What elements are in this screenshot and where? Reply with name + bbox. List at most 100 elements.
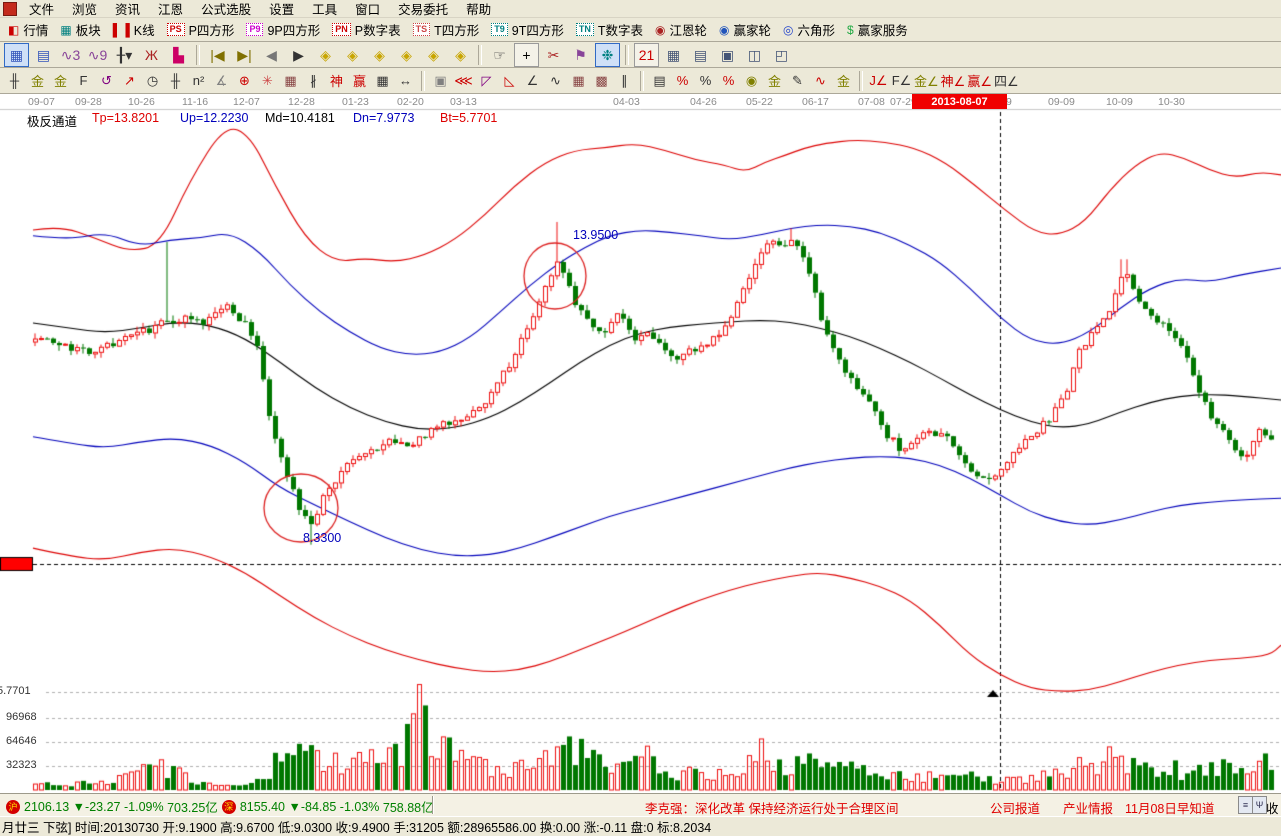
drag-hand-icon[interactable]: ☞ [493,46,506,63]
f-angle-tool[interactable]: F∠ [891,72,912,88]
si-angle-tool[interactable]: 四∠ [993,74,1019,89]
pen-measure-tool[interactable]: ✎ [792,72,803,88]
menu-formula-picker[interactable]: 公式选股 [201,3,252,17]
rocket-tool[interactable]: ↗ [124,72,135,88]
percent-retrace-tool[interactable]: % [676,73,689,88]
crosshair-icon[interactable]: + [514,42,539,67]
parallel-lines-tool[interactable]: ∥ [621,72,628,88]
ying-angle-tool[interactable]: 赢∠ [967,74,992,89]
news-headline[interactable]: 李克强：深化改革 保持经济运行处于合理区间 [645,802,899,816]
menu-file[interactable]: 文件 [29,3,55,17]
zoom-in-icon[interactable]: ◈ [428,46,439,63]
box-handles-tool[interactable]: ▣ [434,72,447,88]
comb-ruler-tool[interactable]: ╫ [9,73,20,88]
percent-tool[interactable]: % [699,73,712,88]
grid-123-tool[interactable]: ▦ [376,72,389,88]
menu-browse[interactable]: 浏览 [72,3,98,17]
btn-9p-square[interactable]: P9 9P四方形 [240,18,326,41]
grid-target-tool[interactable]: ▦ [284,72,297,88]
calendar-icon[interactable]: 21 [634,42,659,67]
price-ruler-tool[interactable]: ▤ [653,72,666,88]
pc-search-icon[interactable]: ◫ [747,46,762,63]
k-pattern-icon[interactable]: Ж [145,46,158,63]
pc-user-icon[interactable]: ◰ [774,46,789,63]
first-bar-icon[interactable]: |◀ [210,46,225,63]
cycle-circle-tool[interactable]: ◷ [146,72,159,88]
next-bar-icon[interactable]: ▶ [293,46,304,63]
k-quote-tool[interactable]: ∦ [310,72,317,88]
btn-kline[interactable]: ▌▐ K线 [107,18,161,41]
shen-comb-tool[interactable]: 神 [329,74,343,89]
notepad-icon[interactable]: ▤ [693,46,708,63]
erase-drawing-icon[interactable]: ✂ [547,46,560,63]
wave-red-tool[interactable]: ∿ [815,72,826,88]
save-icon[interactable]: ▣ [720,46,735,63]
btn-hexagon[interactable]: ◎ 六角形 [777,18,841,41]
spiral-tool[interactable]: ↺ [101,72,112,88]
grid-fan-tool[interactable]: ◺ [504,72,515,88]
pan-right-icon[interactable]: ◈ [347,46,358,63]
btn-winner-wheel[interactable]: ◉ 赢家轮 [713,18,777,41]
grid-arrow-tool[interactable]: ▩ [595,72,608,88]
quote-list-icon[interactable]: ▤ [36,46,51,63]
pattern-tool-icon[interactable]: ❉ [595,42,620,67]
expand-horizontal-icon[interactable]: ◈ [374,46,385,63]
circle-target-tool[interactable]: ⊕ [239,72,250,88]
tick-comb-tool[interactable]: ╫ [170,73,181,88]
angle-lines-tool[interactable]: ∠ [526,72,539,88]
candle-style-icon[interactable]: ╂▾ [116,46,133,63]
starburst-tool[interactable]: ✳ [262,72,273,88]
chart-window-icon[interactable]: ▦ [4,42,29,67]
btn-p-square[interactable]: PS P四方形 [161,18,241,41]
zoom-out-icon[interactable]: ◈ [455,46,466,63]
gold-angle-tool[interactable]: 金∠ [914,74,939,89]
grid-tool[interactable]: ▦ [572,72,585,88]
j-angle-tool[interactable]: J∠ [869,72,888,88]
gold-comb2-tool[interactable]: 金 [53,74,67,89]
menu-gann[interactable]: 江恩 [158,3,184,17]
news-industry-intel[interactable]: 产业情报 [1063,802,1114,816]
span-arrow-tool[interactable]: ↔ [399,73,412,88]
percent-line-tool[interactable]: % [722,73,735,88]
btn-gann-wheel[interactable]: ◉ 江恩轮 [649,18,713,41]
calculator-icon[interactable]: ▦ [666,46,681,63]
gold-line-tool[interactable]: 金 [767,74,781,89]
menu-trade[interactable]: 交易委托 [398,3,449,17]
wave-3-icon[interactable]: ∿3 [60,46,81,63]
angle-mirror-tool[interactable]: ∡ [215,72,228,88]
btn-blocks[interactable]: ▦ 板块 [54,18,106,41]
stamp-tool-icon[interactable]: ⚑ [574,46,587,63]
prev-bar-icon[interactable]: ◀ [266,46,277,63]
menu-window[interactable]: 窗口 [355,3,381,17]
wave-9-icon[interactable]: ∿9 [87,46,108,63]
fan-lines-tool[interactable]: ⋘ [454,72,473,88]
collapse-label[interactable]: 收 [1266,802,1279,816]
n-squared-tool[interactable]: n² [192,73,205,88]
broadcast-button[interactable]: Ψ [1252,796,1267,814]
gold-bar-tool[interactable]: 金 [836,74,850,89]
gold-comb-tool[interactable]: 金 [30,74,44,89]
btn-t-table[interactable]: TN T数字表 [570,18,649,41]
menu-info[interactable]: 资讯 [115,3,141,17]
shrink-horizontal-icon[interactable]: ◈ [401,46,412,63]
zigzag-tool[interactable]: ∿ [550,72,561,88]
btn-p-table[interactable]: PN P数字表 [326,18,406,41]
btn-winner-service[interactable]: $ 赢家服务 [841,18,914,41]
ying-comb-tool[interactable]: 赢 [352,74,366,89]
f-comb-tool[interactable]: F [79,73,88,88]
btn-t-square[interactable]: TS T四方形 [407,18,486,41]
menu-settings[interactable]: 设置 [269,3,295,17]
menu-tools[interactable]: 工具 [312,3,338,17]
pan-left-icon[interactable]: ◈ [320,46,331,63]
box-fan-tool[interactable]: ◸ [481,72,492,88]
btn-9t-square[interactable]: T9 9T四方形 [485,18,570,41]
histogram-icon[interactable]: ▙ [173,46,184,63]
last-bar-icon[interactable]: ▶| [237,46,252,63]
news-list-button[interactable]: ≡ [1238,796,1253,814]
news-morning-brief[interactable]: 11月08日早知道 [1125,802,1215,816]
menu-help[interactable]: 帮助 [466,3,492,17]
main-chart-canvas[interactable] [0,94,1281,793]
news-company-reports[interactable]: 公司报道 [990,802,1041,816]
btn-quotes[interactable]: ◧ 行情 [2,18,54,41]
gold-circle-tool[interactable]: ◉ [745,72,758,88]
